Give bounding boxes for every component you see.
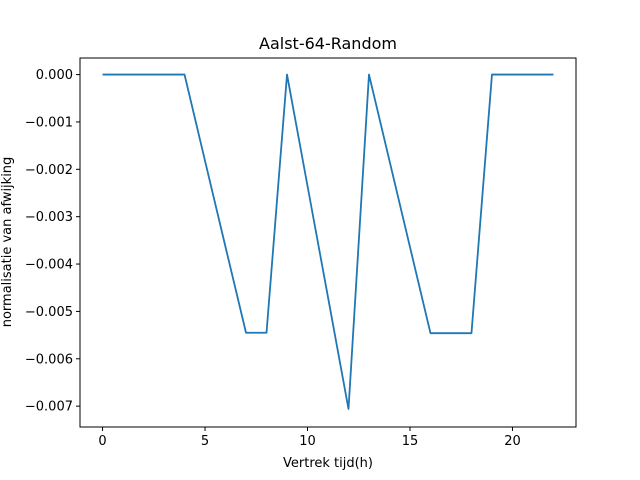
y-tick-label: −0.001 — [25, 115, 73, 130]
y-tick-label: −0.004 — [25, 258, 73, 273]
x-tick-label: 5 — [201, 434, 209, 449]
y-tick-label: −0.002 — [25, 163, 73, 178]
x-tick-label: 10 — [299, 434, 316, 449]
plot-area — [102, 73, 554, 410]
x-tick-label: 20 — [504, 434, 521, 449]
y-axis-label: normalisatie van afwijking — [0, 157, 15, 328]
y-tick-label: −0.007 — [25, 400, 73, 415]
y-tick-label: −0.006 — [25, 352, 73, 367]
series-line-0 — [102, 73, 554, 410]
y-axis: 0.000 −0.001 −0.002 −0.003 −0.004 −0.005 −0.00… — [25, 68, 80, 415]
y-tick-label: −0.005 — [25, 305, 73, 320]
y-tick-label: 0.000 — [36, 68, 73, 83]
x-axis: 0 5 10 15 20 — [98, 427, 521, 449]
y-tick-label: −0.003 — [25, 210, 73, 225]
x-tick-label: 0 — [98, 434, 106, 449]
x-tick-label: 15 — [402, 434, 419, 449]
chart-title: Aalst-64-Random — [259, 34, 397, 53]
x-axis-label: Vertrek tijd(h) — [283, 456, 373, 471]
plot-frame — [79, 57, 577, 428]
